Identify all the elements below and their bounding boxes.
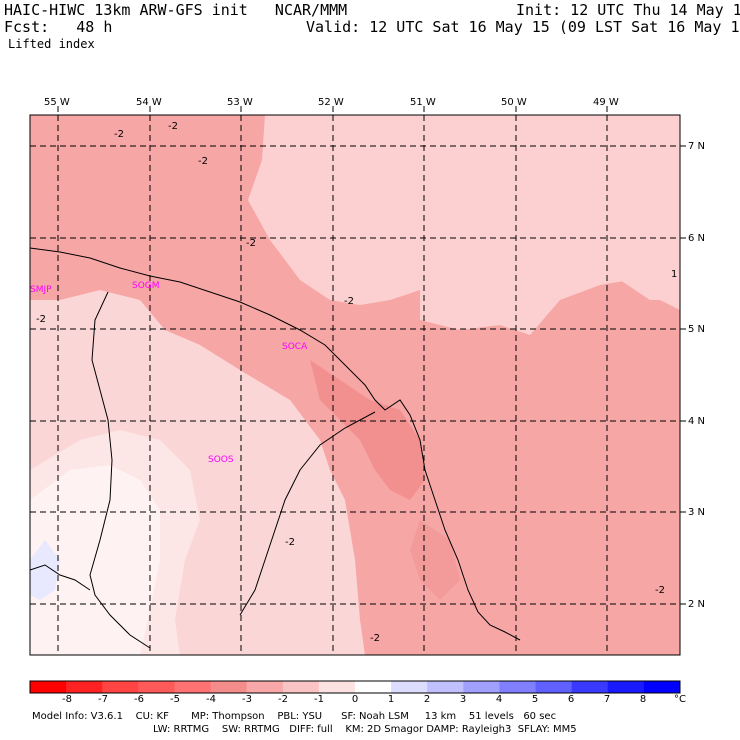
colorbar-label: -2 — [278, 694, 288, 705]
lon-label-55w: 55 W — [44, 97, 70, 108]
colorbar-label: -7 — [98, 694, 108, 705]
lon-label-50w: 50 W — [501, 97, 527, 108]
station-label: SOOS — [208, 455, 234, 465]
contour-label: -2 — [655, 585, 665, 596]
colorbar-swatch — [463, 681, 500, 693]
map-frame — [29, 114, 681, 656]
map-frame-tick-right — [680, 145, 686, 605]
lat-label-6n: 6 N — [688, 233, 706, 244]
colorbar-label: 7 — [603, 694, 611, 705]
border-sw — [29, 564, 91, 591]
contour-label: -2 — [36, 314, 46, 325]
footer-model-info-2: LW: RRTMG SW: RRTMG DIFF: full KM: 2D Sm… — [153, 724, 577, 735]
contour-label: -2 — [285, 537, 295, 548]
lat-label-2n: 2 N — [688, 599, 706, 610]
colorbar-unit: °C — [674, 694, 686, 705]
colorbar-swatch — [535, 681, 573, 693]
contour-label: -2 — [168, 121, 178, 132]
lat-label-3n: 3 N — [688, 507, 706, 518]
lon-label-49w: 49 W — [593, 97, 619, 108]
contour-label: -2 — [114, 129, 124, 140]
colorbar-swatch — [66, 681, 103, 693]
colorbar-swatch — [391, 681, 428, 693]
colorbar-swatch — [246, 681, 284, 693]
border-east — [239, 411, 376, 616]
colorbar-label: 0 — [351, 694, 359, 705]
field-shade-south — [410, 520, 460, 600]
colorbar-label: 6 — [567, 694, 575, 705]
colorbar-label: 3 — [459, 694, 467, 705]
contour-label: -2 — [344, 296, 354, 307]
forecast-hour: Fcst: 48 h — [4, 18, 113, 36]
colorbar-swatch — [138, 681, 175, 693]
footer-model-info: Model Info: V3.6.1 CU: KF MP: Thompson P… — [32, 711, 557, 722]
field-name: Lifted index — [8, 37, 95, 51]
colorbar-label: -3 — [242, 694, 252, 705]
colorbar-label: -6 — [134, 694, 144, 705]
colorbar-swatch — [499, 681, 537, 693]
lon-label-53w: 53 W — [227, 97, 253, 108]
contour-label: 1 — [671, 269, 677, 280]
valid-time: Valid: 12 UTC Sat 16 May 15 (09 LST Sat … — [306, 18, 740, 36]
lon-label-51w: 51 W — [410, 97, 436, 108]
colorbar-label: -5 — [170, 694, 180, 705]
colorbar-swatch — [30, 681, 67, 693]
colorbar-swatch — [355, 681, 392, 693]
colorbar-swatch — [210, 681, 248, 693]
contour-label: -2 — [370, 633, 380, 644]
lat-label-5n: 5 N — [688, 324, 706, 335]
colorbar-swatch — [318, 681, 356, 693]
colorbar-swatch — [174, 681, 212, 693]
colorbar-frame — [29, 680, 681, 694]
colorbar-swatch — [607, 681, 645, 693]
colorbar-swatch — [282, 681, 320, 693]
colorbar-label: -4 — [206, 694, 216, 705]
colorbar-swatch — [102, 681, 139, 693]
colorbar-swatch — [643, 681, 681, 693]
map-frame-tick-top — [57, 106, 608, 112]
field-shade-coastal — [310, 360, 425, 500]
colorbar-label: 1 — [387, 694, 395, 705]
lat-label-7n: 7 N — [688, 141, 706, 152]
colorbar-label: 2 — [423, 694, 431, 705]
station-label: SOGM — [132, 281, 160, 291]
coastline — [29, 247, 521, 641]
colorbar-swatch — [571, 681, 609, 693]
colorbar — [30, 681, 681, 693]
field-shade-north — [262, 115, 680, 330]
colorbar-label: 5 — [531, 694, 539, 705]
model-title: HAIC-HIWC 13km ARW-GFS init NCAR/MMM — [4, 1, 348, 19]
contour-label: -2 — [246, 238, 256, 249]
field-shade-bluish — [30, 540, 60, 600]
colorbar-label: 4 — [495, 694, 503, 705]
init-time: Init: 12 UTC Thu 14 May 15 — [516, 1, 740, 19]
contour-label: -2 — [198, 156, 208, 167]
colorbar-swatch — [427, 681, 464, 693]
station-label: SOCA — [282, 342, 308, 352]
station-label: SMJP — [30, 285, 52, 295]
colorbar-label: -8 — [62, 694, 72, 705]
border-west — [89, 291, 151, 649]
lat-label-4n: 4 N — [688, 416, 706, 427]
lat-lon-grid — [30, 115, 680, 655]
colorbar-label: 8 — [639, 694, 647, 705]
lon-label-54w: 54 W — [136, 97, 162, 108]
colorbar-label: -1 — [314, 694, 324, 705]
lon-label-52w: 52 W — [318, 97, 344, 108]
